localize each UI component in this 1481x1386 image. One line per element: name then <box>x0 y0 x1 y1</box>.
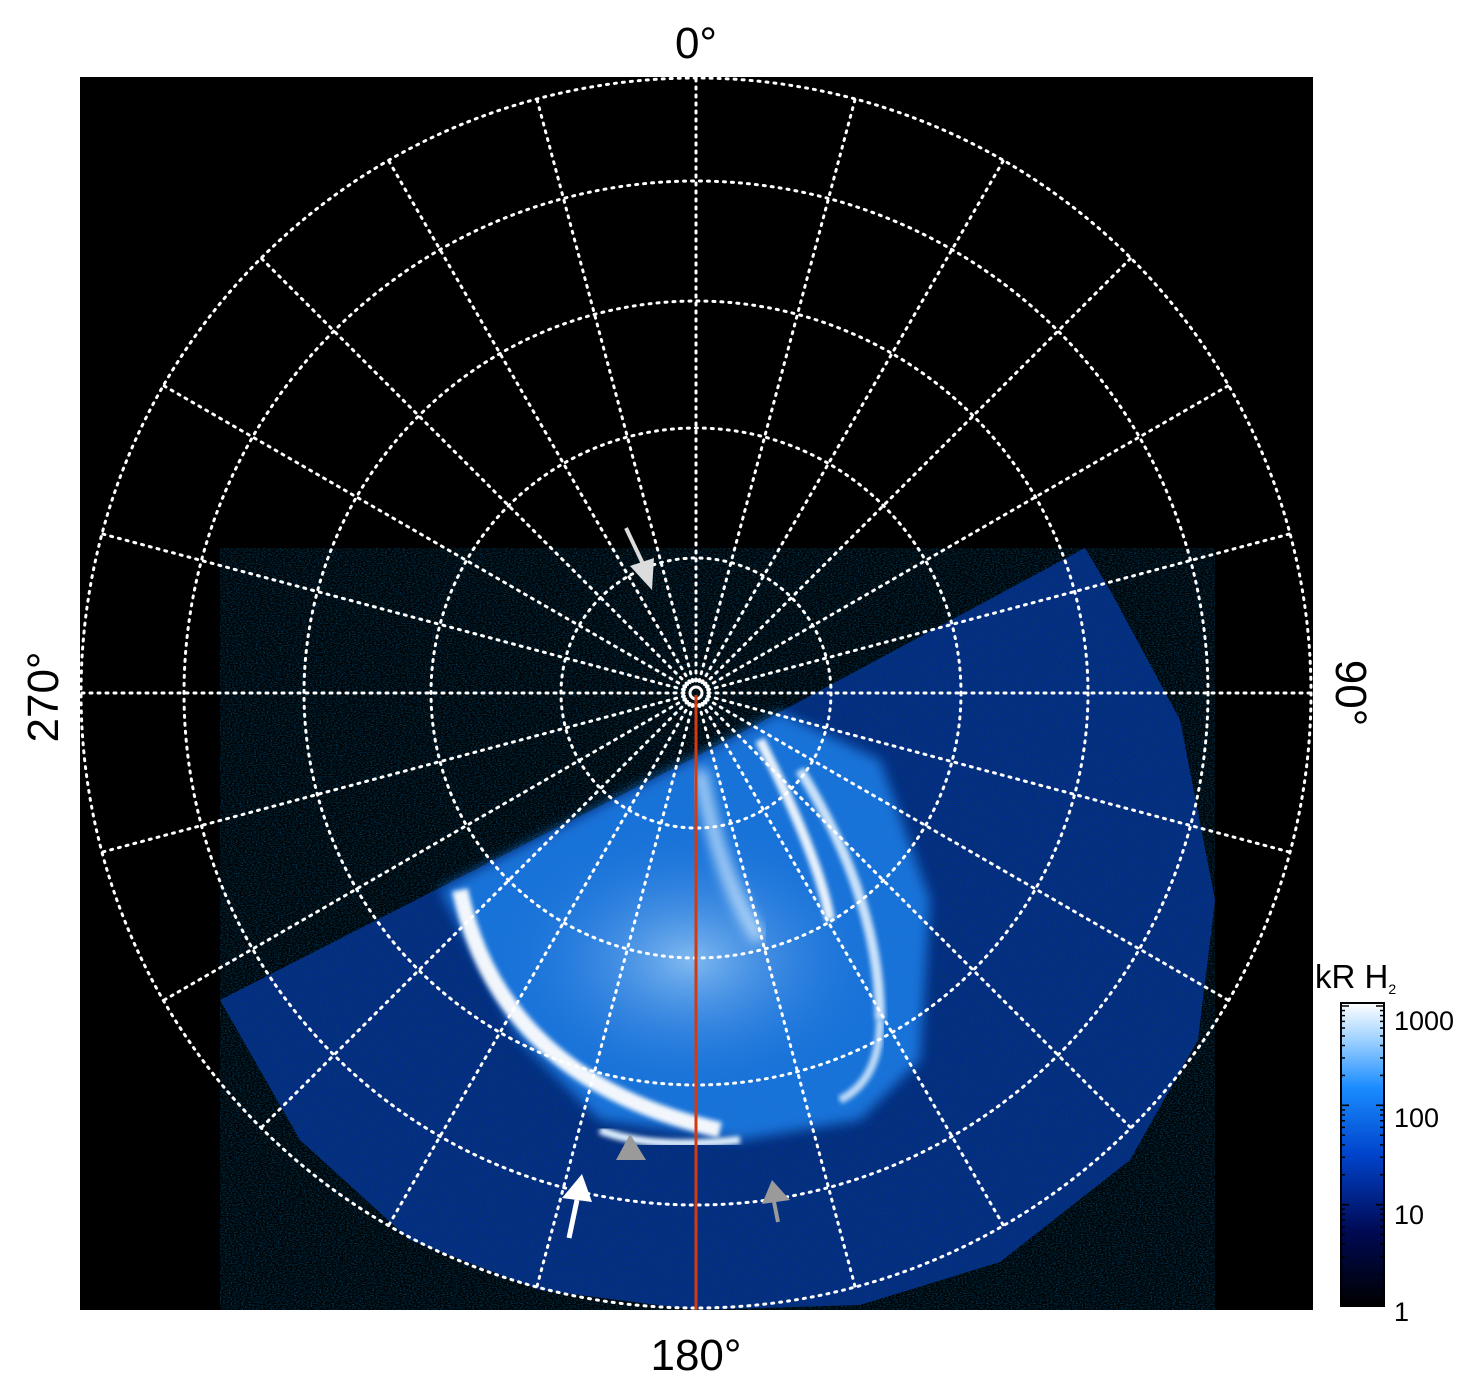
latitude-longitude-grid <box>80 77 1313 1310</box>
label-bottom-180-deg: 180° <box>650 1331 741 1380</box>
grid-meridian <box>700 701 1005 1228</box>
grid-meridian <box>535 97 695 683</box>
colorbar-title: kR H2 <box>1315 958 1396 997</box>
grid-meridian <box>161 697 688 1002</box>
grid-meridian <box>259 699 690 1130</box>
label-right-90-deg: 90° <box>1326 660 1375 727</box>
colorbar-tick-label-100: 100 <box>1394 1103 1439 1133</box>
arrow-white-lower <box>562 1174 592 1239</box>
grid-meridian <box>387 158 692 685</box>
colorbar-title-subscript: 2 <box>1388 981 1396 997</box>
grid-meridian <box>100 532 686 692</box>
colorbar-gradient <box>1340 1002 1385 1307</box>
grid-meridian <box>700 158 1005 685</box>
grid-meridian <box>535 703 695 1289</box>
arrow-gray-upper <box>624 527 654 590</box>
auroral-emission-image <box>220 548 1215 1310</box>
grid-meridian <box>697 97 857 683</box>
grid-meridian <box>697 703 857 1289</box>
grid-meridian <box>706 694 1292 854</box>
label-top-0-deg: 0° <box>675 19 717 68</box>
grid-meridian <box>704 697 1231 1002</box>
label-left-270-deg: 270° <box>19 651 68 742</box>
grid-circle <box>182 179 1210 1207</box>
colorbar-tick-label-1000: 1000 <box>1394 1006 1454 1036</box>
grid-meridian <box>706 532 1292 692</box>
grid-meridian <box>161 384 688 689</box>
colorbar: kR H2 1000 100 10 1 <box>1315 958 1454 1327</box>
arrow-gray-lower-right <box>762 1180 790 1223</box>
grid-meridian <box>702 256 1133 687</box>
grid-meridian <box>387 701 692 1228</box>
grid-meridian <box>100 694 686 854</box>
grid-meridian <box>702 699 1133 1130</box>
colorbar-tick-label-10: 10 <box>1394 1200 1424 1230</box>
grid-meridian <box>259 256 690 687</box>
arrow-gray-lower-left <box>616 1134 646 1160</box>
grid-meridian <box>704 384 1231 689</box>
colorbar-tick-label-1: 1 <box>1394 1297 1409 1327</box>
colorbar-ticks <box>1341 1005 1384 1305</box>
